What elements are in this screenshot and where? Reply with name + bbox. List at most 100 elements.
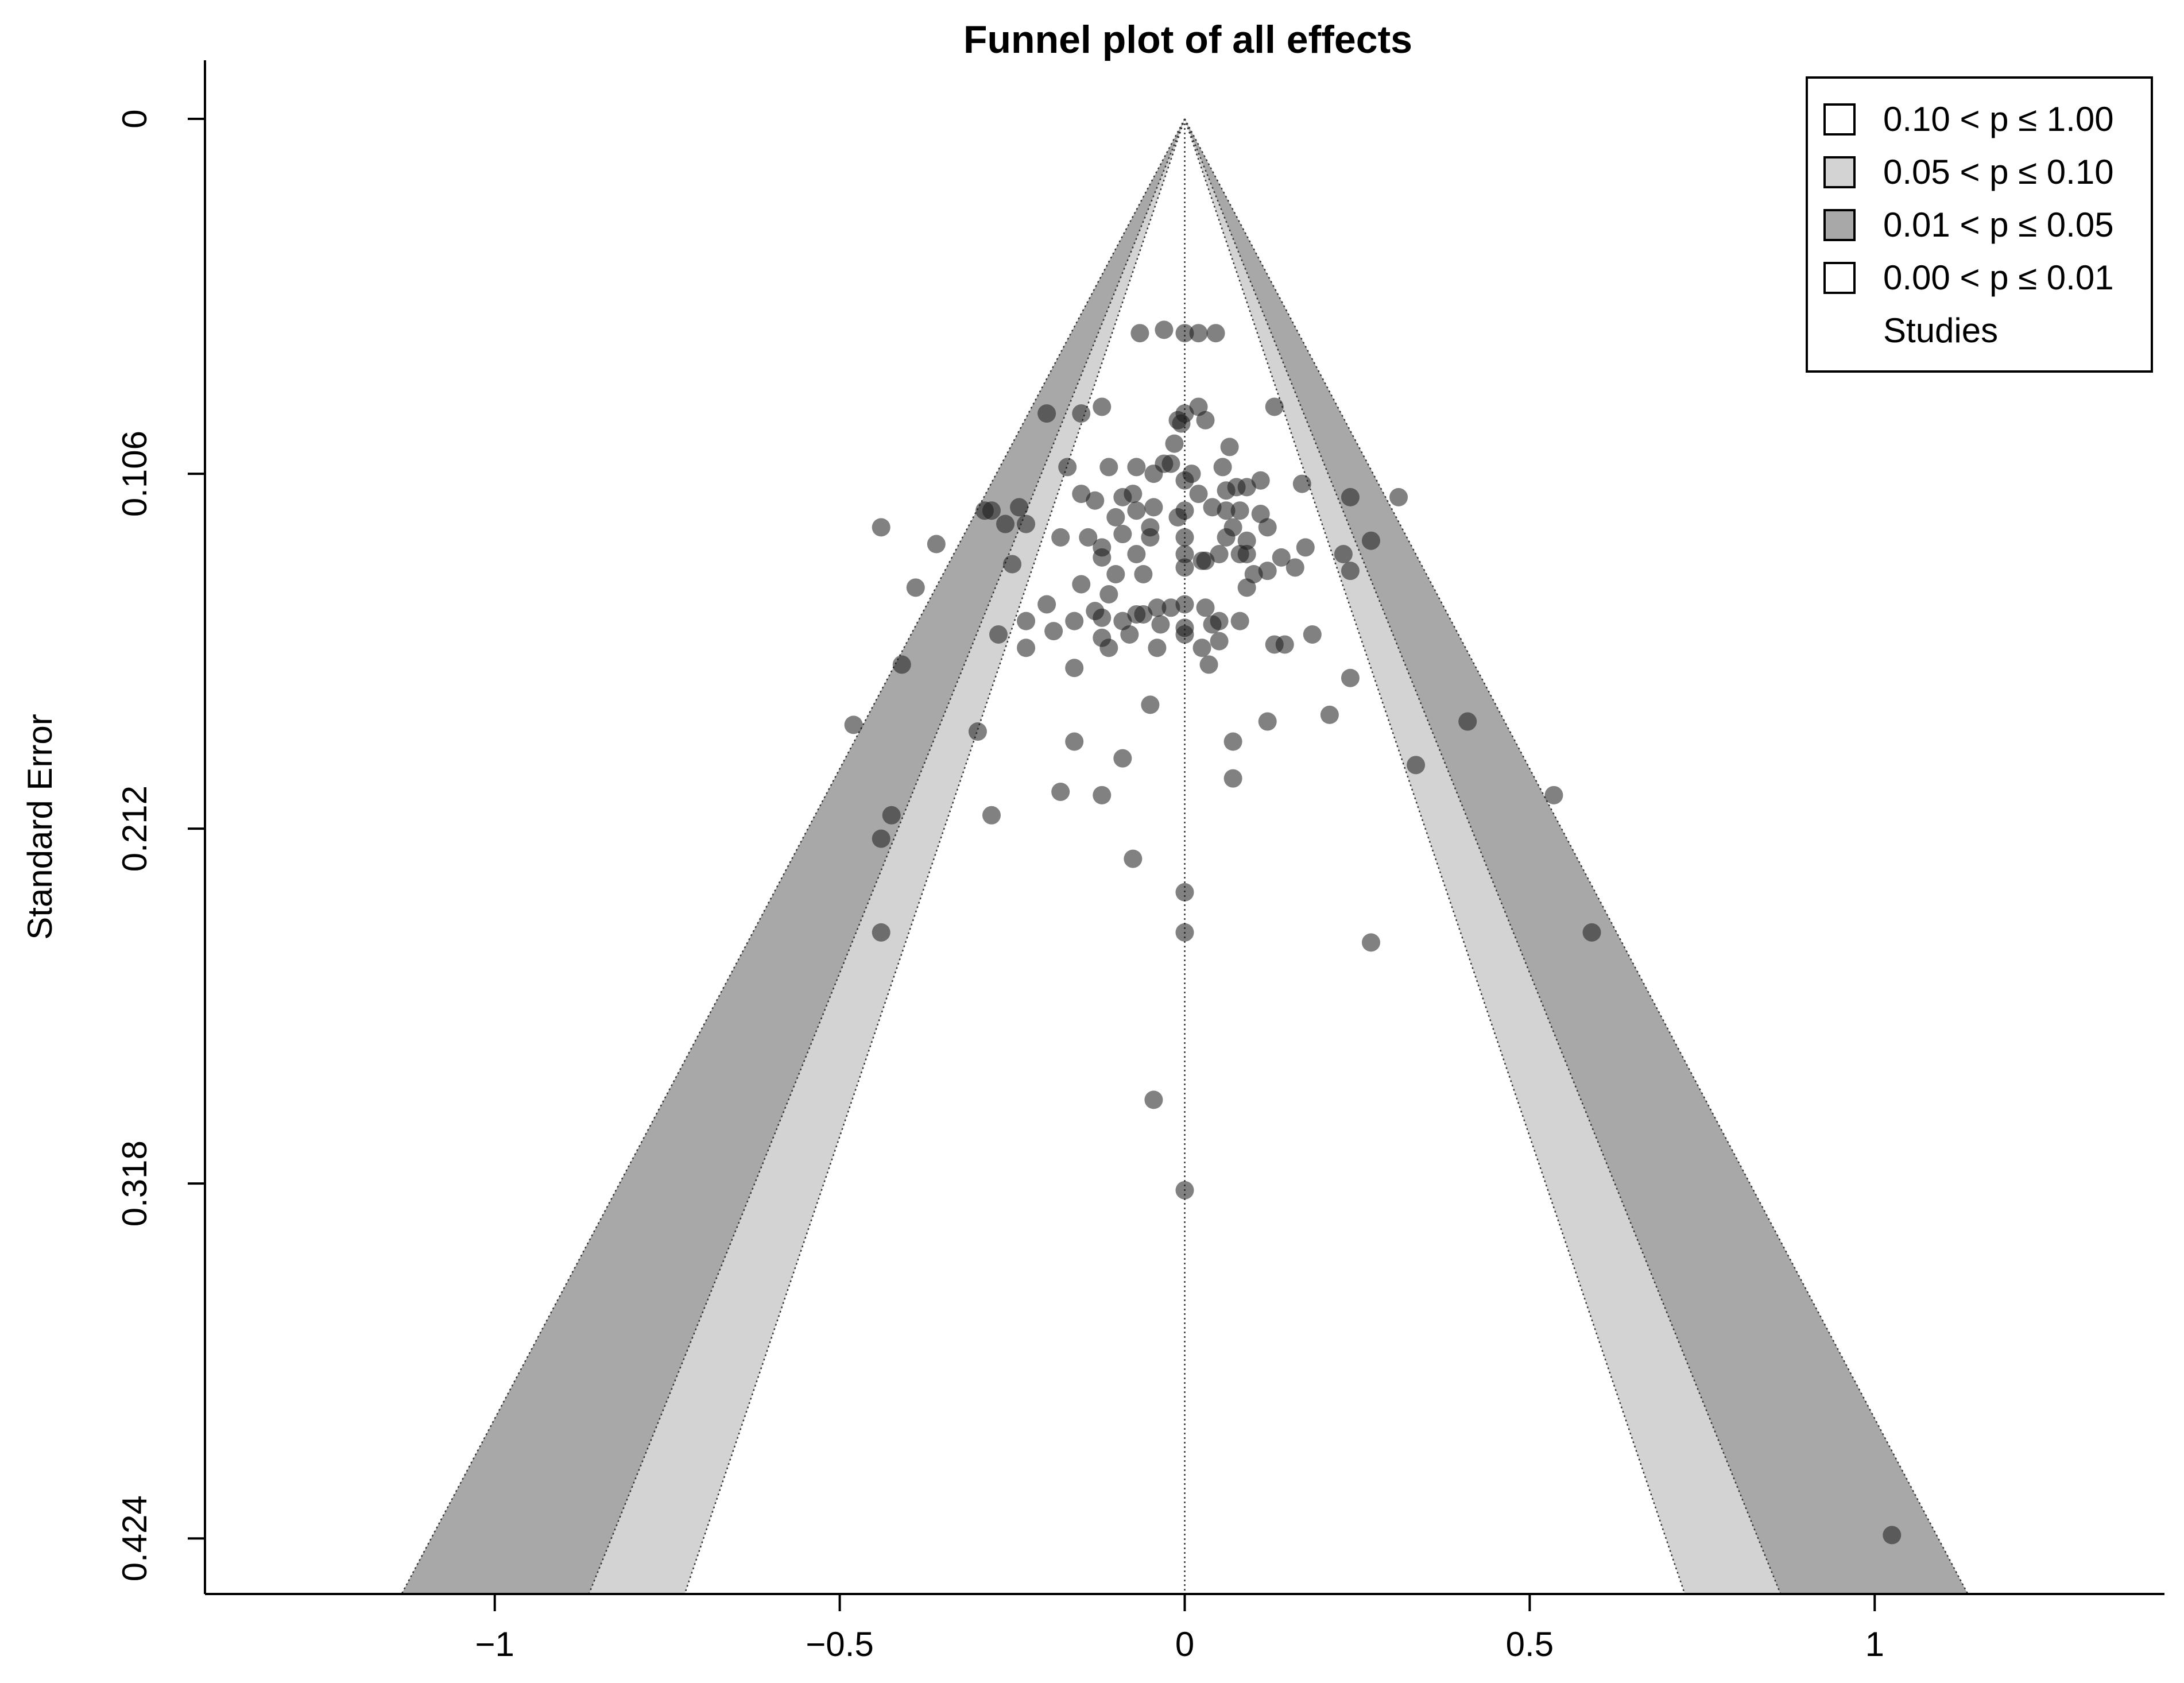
study-point <box>1210 632 1229 651</box>
y-axis-label: Standard Error <box>21 714 59 940</box>
study-point <box>1192 639 1211 657</box>
study-point <box>1458 712 1477 731</box>
study-point <box>1065 659 1084 678</box>
x-tick-label: 1 <box>1865 1625 1884 1663</box>
study-point <box>1093 548 1112 567</box>
legend-label: 0.00 < p ≤ 0.01 <box>1883 258 2114 297</box>
study-point <box>1203 498 1222 517</box>
study-point <box>1175 883 1194 902</box>
study-point <box>1141 528 1160 547</box>
study-point <box>1172 414 1191 433</box>
study-point <box>1017 639 1036 657</box>
study-point <box>1165 434 1184 453</box>
legend-swatch <box>1823 209 1856 241</box>
study-point <box>1341 488 1360 506</box>
study-point <box>1192 551 1211 570</box>
study-point <box>872 829 890 848</box>
study-point <box>1130 324 1149 343</box>
study-point <box>1113 525 1132 544</box>
study-point <box>1272 548 1291 567</box>
study-point <box>1127 545 1146 564</box>
legend-label-studies: Studies <box>1883 311 1998 350</box>
study-point <box>872 923 890 942</box>
x-tick-label: 0.5 <box>1506 1625 1554 1663</box>
study-point <box>1144 1090 1163 1109</box>
study-point <box>1144 465 1163 483</box>
study-point <box>1175 625 1194 644</box>
study-point <box>1058 458 1077 477</box>
contour-region-3 <box>684 119 1685 1594</box>
study-point <box>1217 528 1236 547</box>
study-point <box>1361 531 1380 550</box>
study-point <box>1099 458 1118 477</box>
study-point <box>1003 555 1022 574</box>
study-point <box>1113 749 1132 768</box>
study-point <box>1051 528 1070 547</box>
study-point <box>1175 923 1194 942</box>
study-point <box>1258 712 1277 731</box>
study-point <box>1106 508 1125 527</box>
legend-swatch <box>1823 156 1856 188</box>
study-point <box>1161 454 1180 473</box>
study-point <box>1210 612 1229 630</box>
study-point <box>1151 615 1170 634</box>
study-point <box>1175 595 1194 614</box>
study-point <box>1099 585 1118 603</box>
study-point <box>1189 485 1208 504</box>
legend-box <box>1806 76 2153 373</box>
study-point <box>1134 564 1153 583</box>
y-tick-label: 0.424 <box>115 1495 154 1581</box>
study-point <box>1144 498 1163 517</box>
study-point <box>1223 769 1242 788</box>
study-point <box>1079 528 1098 547</box>
x-axis-ticks: −1 −0.5 0 0.5 1 <box>475 1594 1884 1663</box>
study-point <box>1883 1526 1902 1545</box>
study-point <box>1051 782 1070 801</box>
study-point <box>1065 732 1084 751</box>
study-point <box>1210 545 1229 564</box>
study-point <box>996 514 1015 533</box>
study-point <box>1148 639 1167 657</box>
study-point <box>1341 562 1360 581</box>
study-point <box>1237 478 1256 497</box>
study-point <box>1127 458 1146 477</box>
study-point <box>1175 1181 1194 1200</box>
study-point <box>1258 562 1277 581</box>
study-point <box>1303 625 1322 644</box>
study-point <box>1341 668 1360 687</box>
contour-boundary-line <box>588 118 1186 1595</box>
study-point <box>882 806 901 825</box>
study-point <box>1334 545 1353 564</box>
study-point <box>1361 933 1380 952</box>
study-point <box>1189 324 1208 343</box>
legend-label: 0.10 < p ≤ 1.00 <box>1883 100 2114 138</box>
study-point <box>1124 849 1143 868</box>
study-point <box>975 501 994 520</box>
study-point <box>1175 558 1194 577</box>
study-point <box>1217 501 1236 520</box>
study-point <box>1155 320 1174 339</box>
y-tick-label: 0.318 <box>115 1140 154 1227</box>
chart-title: Funnel plot of all effects <box>963 18 1412 61</box>
legend-label: 0.01 < p ≤ 0.05 <box>1883 206 2114 244</box>
legend-label: 0.05 < p ≤ 0.10 <box>1883 153 2114 191</box>
study-point <box>1017 514 1036 533</box>
study-point <box>1017 612 1036 630</box>
study-point <box>1544 786 1563 804</box>
study-point <box>1175 324 1194 343</box>
study-point <box>1237 545 1256 564</box>
study-point <box>1106 564 1125 583</box>
study-point <box>1582 923 1601 942</box>
study-point <box>1010 498 1029 517</box>
significance-contours <box>401 118 1969 1595</box>
study-point <box>968 722 987 741</box>
study-point <box>1220 438 1239 456</box>
study-points <box>844 320 1902 1545</box>
study-point <box>1292 474 1311 493</box>
study-point <box>1072 575 1091 594</box>
study-point <box>1407 756 1426 775</box>
study-point <box>1320 705 1339 724</box>
study-point <box>1296 538 1315 557</box>
study-point <box>1072 485 1091 504</box>
